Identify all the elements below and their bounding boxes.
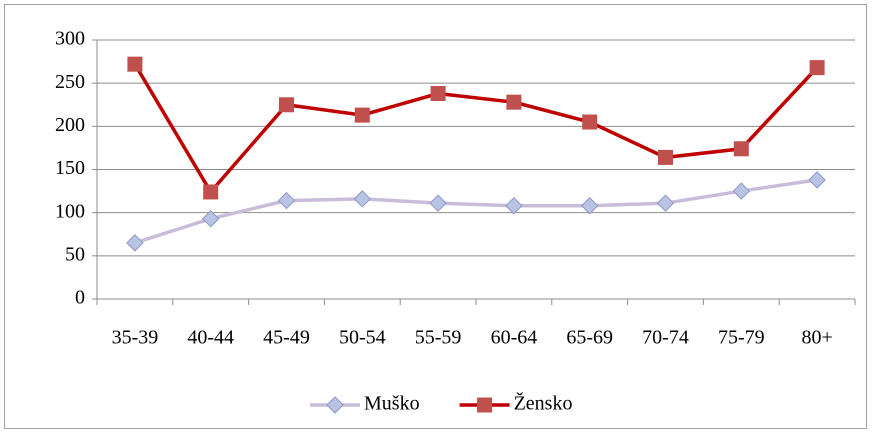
point-marker	[658, 149, 673, 165]
x-tick-label: 80+	[801, 327, 832, 349]
x-tick-label: 50-54	[339, 327, 386, 349]
point-marker	[808, 171, 826, 189]
point-marker	[430, 86, 446, 102]
y-tick-label: 100	[55, 200, 85, 222]
y-tick-label: 250	[55, 71, 85, 93]
point-marker	[201, 210, 220, 228]
chart-frame	[4, 4, 867, 429]
y-tick-label: 300	[55, 28, 85, 50]
point-marker	[733, 141, 749, 157]
legend-label: Žensko	[514, 392, 573, 415]
legend-label: Muško	[364, 393, 420, 415]
legend-marker	[477, 397, 493, 413]
point-marker	[353, 190, 372, 208]
legend-marker	[326, 396, 344, 414]
x-tick-label: 35-39	[112, 327, 159, 349]
y-tick-label: 200	[55, 114, 85, 136]
point-marker	[127, 56, 143, 72]
point-marker	[279, 97, 294, 113]
y-tick-label: 50	[65, 243, 85, 265]
x-tick-label: 75-79	[718, 327, 765, 349]
x-tick-label: 40-44	[187, 327, 234, 349]
x-tick-label: 55-59	[415, 327, 462, 349]
point-marker	[656, 194, 675, 212]
point-marker	[582, 114, 598, 130]
point-marker	[580, 197, 599, 215]
x-tick-label: 60-64	[491, 327, 538, 349]
point-marker	[277, 191, 296, 210]
y-tick-label: 150	[55, 157, 85, 179]
point-marker	[203, 184, 219, 200]
point-marker	[732, 182, 751, 200]
point-marker	[506, 94, 522, 110]
series-line	[133, 63, 819, 195]
x-tick-label: 65-69	[566, 327, 613, 349]
point-marker	[505, 197, 523, 215]
point-marker	[429, 194, 447, 212]
x-tick-label: 45-49	[263, 327, 310, 349]
point-marker	[809, 60, 825, 76]
x-tick-label: 70-74	[642, 327, 689, 349]
series-line	[134, 178, 818, 245]
point-marker	[354, 107, 370, 123]
y-tick-label: 0	[75, 287, 85, 309]
point-marker	[126, 234, 144, 252]
